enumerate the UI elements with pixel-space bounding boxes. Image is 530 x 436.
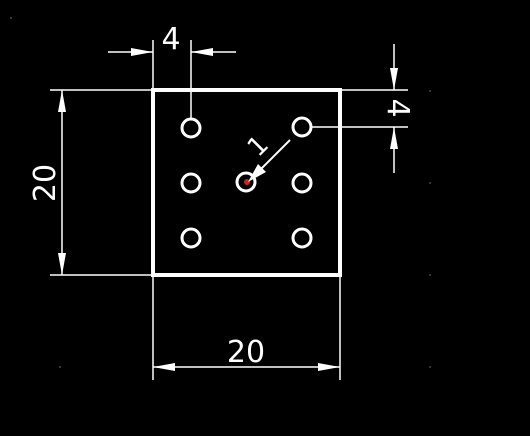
arrowhead bbox=[390, 68, 398, 90]
hole-mid-left bbox=[180, 172, 202, 194]
grid-dot bbox=[10, 17, 12, 19]
dimension-text-right: 4 bbox=[380, 98, 415, 117]
grid-dot bbox=[429, 366, 431, 368]
grid-dot bbox=[429, 90, 431, 92]
grid-dot bbox=[59, 366, 61, 368]
dimension-bottom bbox=[152, 275, 341, 380]
hole-top-right bbox=[291, 116, 313, 138]
grid-dot bbox=[429, 182, 431, 184]
hole-mid-right bbox=[291, 172, 313, 194]
center-hole-marker bbox=[244, 179, 250, 185]
leader-label: 1 bbox=[242, 130, 275, 163]
dimension-right bbox=[311, 44, 408, 173]
dimension-text-bottom: 20 bbox=[227, 335, 265, 370]
arrowhead bbox=[153, 363, 175, 371]
arrowhead bbox=[58, 90, 66, 112]
hole-center bbox=[235, 171, 257, 193]
dimension-text-top: 4 bbox=[161, 22, 180, 57]
arrowhead bbox=[131, 48, 153, 56]
grid-dot bbox=[429, 274, 431, 276]
arrowhead bbox=[390, 127, 398, 149]
arrowhead bbox=[191, 48, 213, 56]
arrowhead bbox=[58, 253, 66, 275]
leader-arrowhead bbox=[248, 164, 266, 182]
dimension-text-left: 20 bbox=[28, 164, 63, 202]
leader-callout bbox=[248, 139, 291, 182]
dimension-left bbox=[50, 89, 153, 276]
plate-outline bbox=[151, 88, 342, 277]
hole-bottom-left bbox=[180, 227, 202, 249]
hole-top-left bbox=[180, 117, 202, 139]
hole-bottom-right bbox=[291, 227, 313, 249]
background-points bbox=[10, 17, 431, 368]
arrowhead bbox=[318, 363, 340, 371]
dimension-top bbox=[108, 40, 236, 118]
